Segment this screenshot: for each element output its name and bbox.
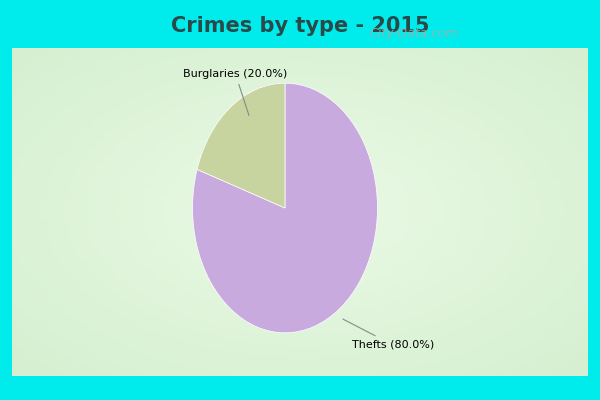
Text: Thefts (80.0%): Thefts (80.0%) [343,319,434,350]
Bar [0,0,600,48]
Text: Burglaries (20.0%): Burglaries (20.0%) [184,69,287,116]
Wedge shape [197,83,285,208]
Text: City-Data.com: City-Data.com [370,27,458,40]
Wedge shape [193,83,377,333]
Bar [0,376,600,400]
Bar [0,48,12,376]
Text: Crimes by type - 2015: Crimes by type - 2015 [171,16,429,36]
Bar [588,48,600,376]
